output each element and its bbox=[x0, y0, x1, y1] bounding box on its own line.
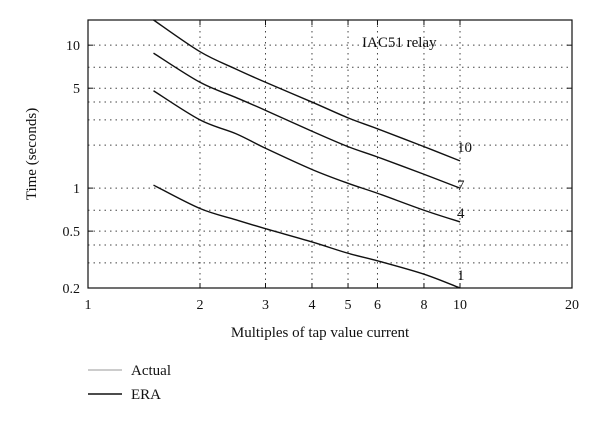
axis-ticks bbox=[87, 20, 573, 289]
x-tick-labels: 1 2 3 4 5 6 8 10 20 bbox=[85, 298, 580, 313]
x-axis-label: Multiples of tap value current bbox=[231, 325, 410, 341]
series-curves bbox=[153, 19, 461, 289]
y-tick-labels: 0.2 0.5 1 5 10 bbox=[63, 39, 81, 297]
series-label-1: 1 bbox=[457, 268, 465, 284]
x-tick-label: 6 bbox=[374, 298, 381, 313]
series-line-4 bbox=[153, 90, 461, 223]
series-label-10: 10 bbox=[457, 140, 472, 156]
x-tick-label: 20 bbox=[565, 298, 579, 313]
x-tick-label: 5 bbox=[345, 298, 352, 313]
legend-label-era: ERA bbox=[131, 387, 161, 403]
y-tick-label: 10 bbox=[66, 39, 80, 54]
series-label-4: 4 bbox=[457, 206, 465, 222]
series-label-7: 7 bbox=[457, 178, 465, 194]
x-tick-label: 2 bbox=[196, 298, 203, 313]
grid-lines bbox=[88, 20, 572, 288]
series-line-10 bbox=[153, 19, 461, 162]
y-tick-label: 0.2 bbox=[63, 282, 81, 297]
legend: Actual ERA bbox=[88, 363, 171, 403]
series-line-7 bbox=[153, 52, 461, 189]
y-tick-label: 0.5 bbox=[63, 225, 81, 240]
x-tick-label: 8 bbox=[420, 298, 427, 313]
series-line-1 bbox=[153, 184, 461, 289]
series-labels: 10 7 4 1 bbox=[457, 140, 472, 284]
y-tick-label: 5 bbox=[73, 82, 80, 97]
y-tick-label: 1 bbox=[73, 182, 80, 197]
x-tick-label: 10 bbox=[453, 298, 467, 313]
y-axis-label: Time (seconds) bbox=[24, 108, 40, 200]
plot-frame bbox=[87, 19, 573, 289]
relay-annotation: IAC51 relay bbox=[362, 35, 437, 51]
x-tick-label: 4 bbox=[308, 298, 315, 313]
legend-label-actual: Actual bbox=[131, 363, 171, 379]
x-tick-label: 1 bbox=[85, 298, 92, 313]
x-tick-label: 3 bbox=[262, 298, 269, 313]
